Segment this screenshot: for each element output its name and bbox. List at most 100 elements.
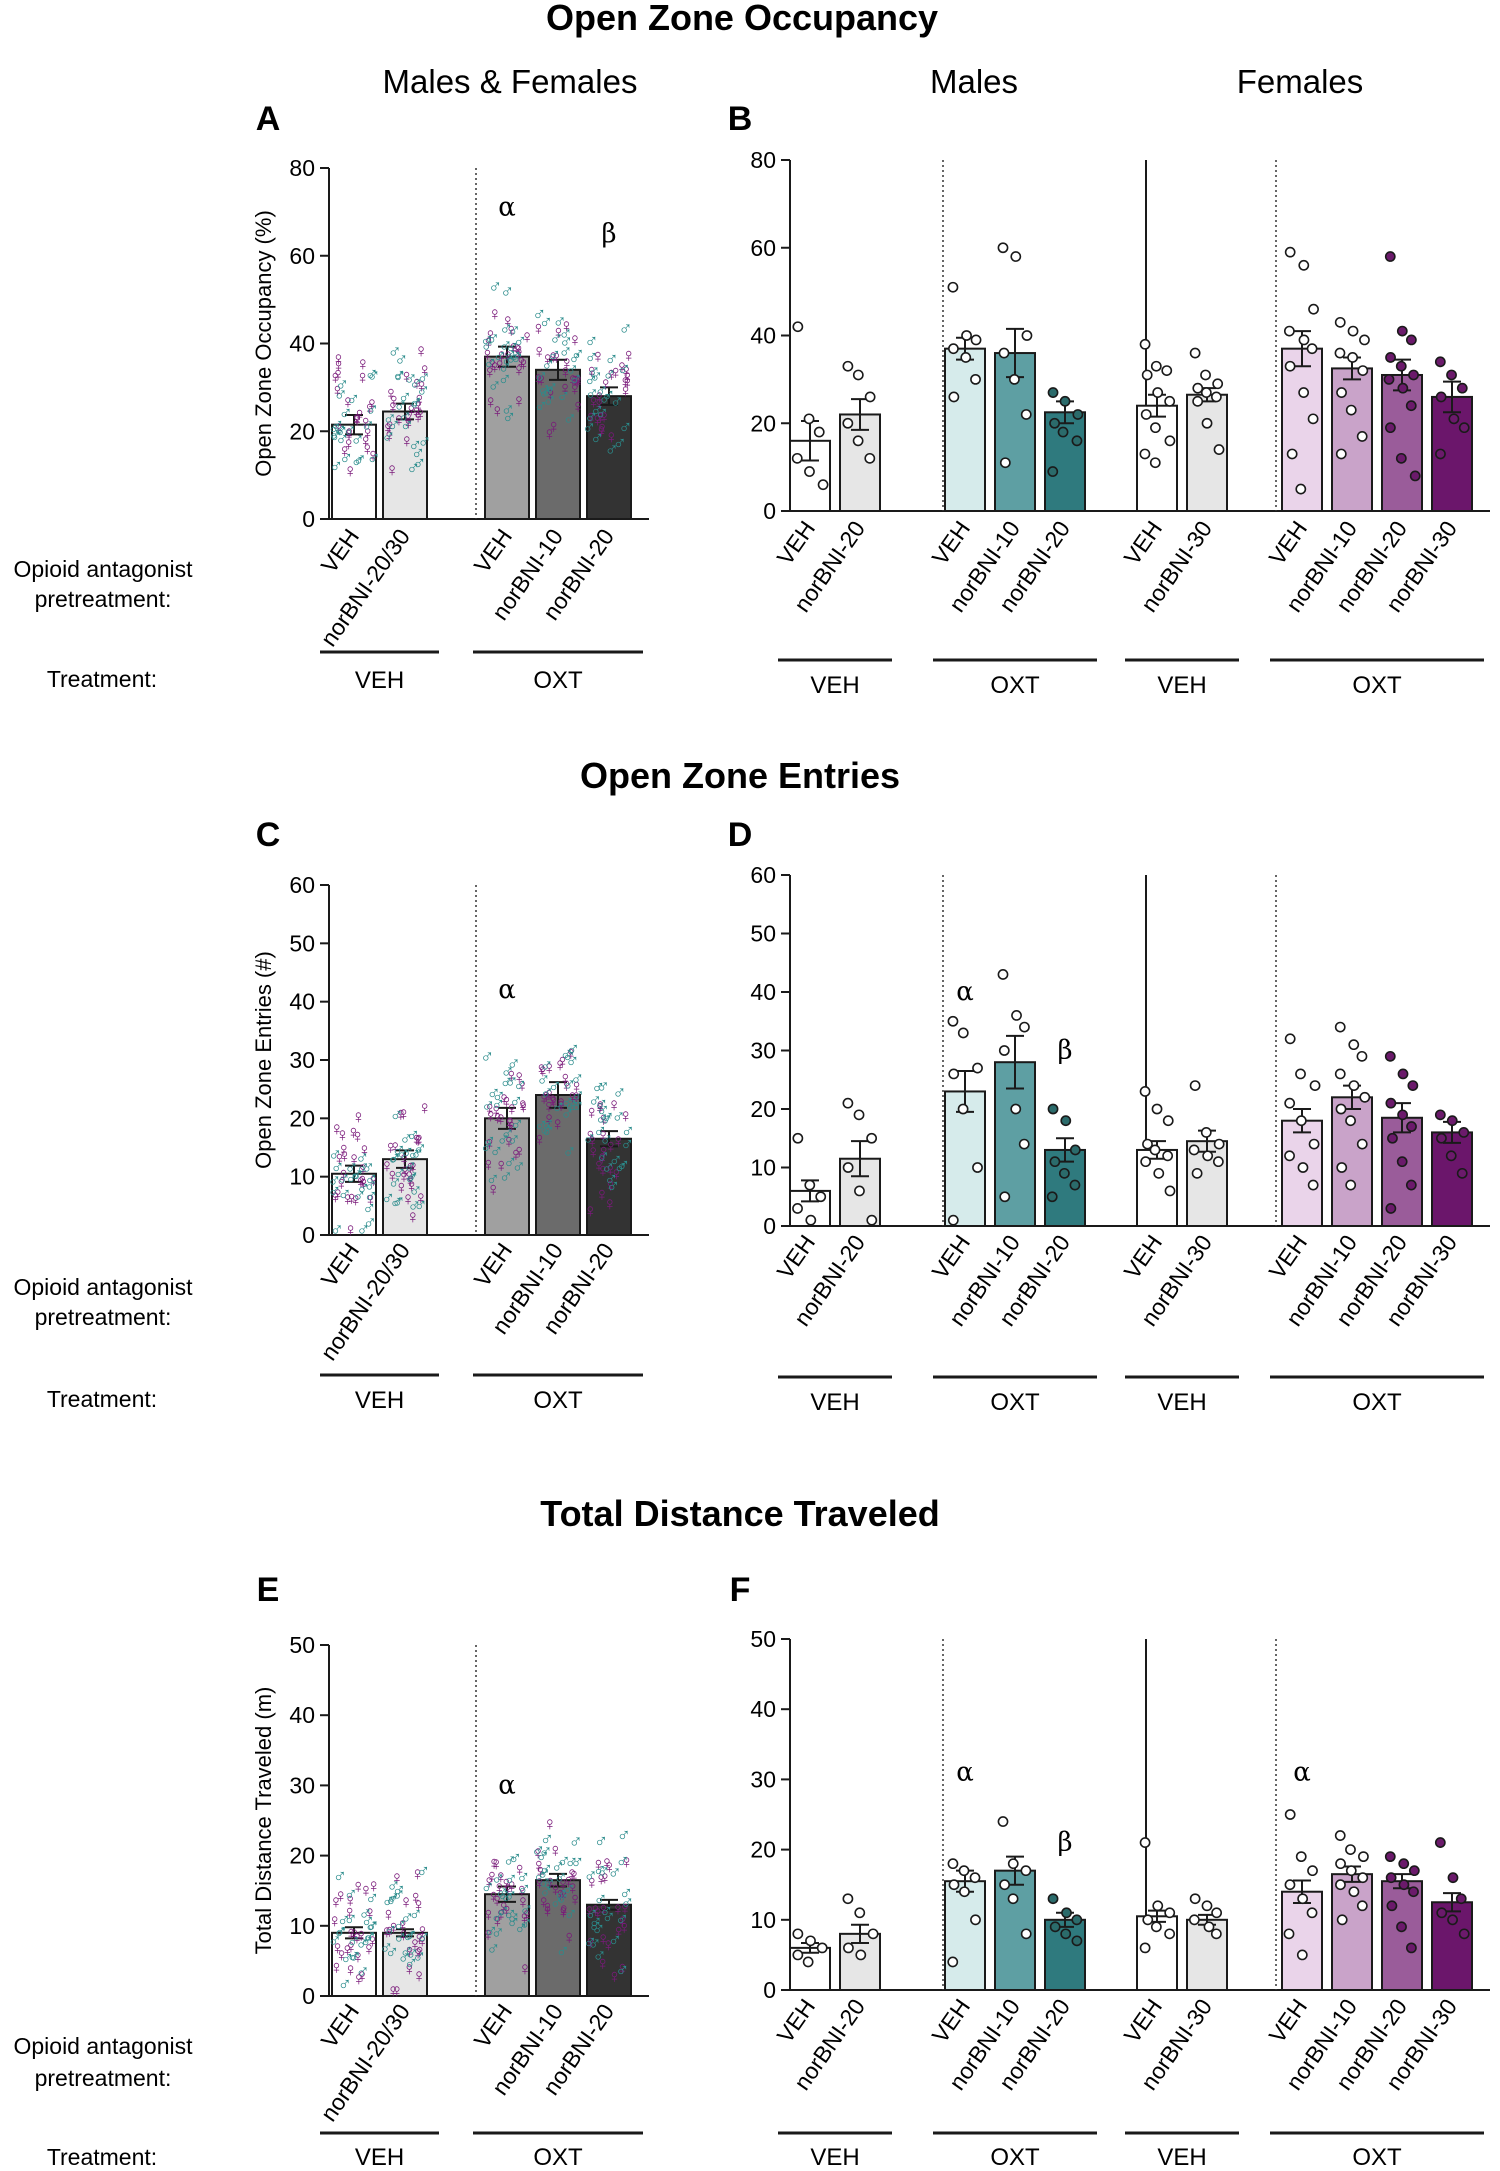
point-male-symbol: ♂ (409, 374, 423, 395)
x-tick-label: VEH (1264, 1994, 1312, 2048)
point-female-symbol: ♀ (596, 1161, 610, 1182)
point-male-symbol: ♂ (406, 1125, 420, 1146)
point-male-symbol: ♂ (557, 1852, 571, 1873)
point-female-symbol: ♀ (592, 394, 606, 415)
bar-D-7 (1281, 1119, 1323, 1227)
point-male-symbol: ♂ (350, 430, 364, 451)
point-male-symbol: ♂ (566, 1097, 580, 1118)
data-point (1060, 1928, 1072, 1940)
pretreatment-label-line2: pretreatment: (35, 2065, 172, 2091)
y-tick-label: 40 (289, 331, 315, 357)
treatment-group-label: OXT (533, 667, 583, 694)
data-point (1189, 1080, 1201, 1091)
panel-E: E 0 10 20 30 40 50 Total Distance Traveled (m) ♀… (251, 1571, 649, 2171)
point-female-symbol: ♀ (607, 1095, 621, 1116)
point-female-symbol: ♀ (619, 361, 633, 382)
data-point (1398, 1858, 1410, 1870)
bar-C-2 (484, 1117, 530, 1237)
point-female-symbol: ♀ (401, 1189, 415, 1210)
point-female-symbol: ♀ (593, 1098, 607, 1119)
data-point (1448, 413, 1460, 425)
point-male-symbol: ♂ (583, 1866, 597, 1887)
point-male-symbol: ♂ (604, 1169, 618, 1190)
data-point (1284, 1879, 1296, 1891)
point-female-symbol: ♀ (548, 1879, 562, 1900)
point-female-symbol: ♀ (569, 1087, 583, 1108)
data-point (1152, 387, 1164, 398)
point-female-symbol: ♀ (615, 1959, 629, 1980)
data-point (1142, 1914, 1154, 1926)
point-male-symbol: ♂ (406, 458, 420, 479)
point-female-symbol: ♀ (396, 1915, 410, 1936)
point-female-symbol: ♀ (595, 1148, 609, 1169)
point-female-symbol: ♀ (504, 321, 518, 342)
data-point (1142, 1138, 1153, 1150)
point-female-symbol: ♀ (568, 1889, 582, 1910)
bar-C-3 (535, 1094, 581, 1236)
point-female-symbol: ♀ (560, 353, 574, 374)
point-female-symbol: ♀ (516, 1892, 530, 1913)
point-male-symbol: ♂ (330, 1220, 344, 1241)
point-female-symbol: ♀ (608, 362, 622, 383)
point-male-symbol: ♂ (595, 1109, 609, 1130)
point-female-symbol: ♀ (603, 1194, 617, 1215)
point-male-symbol: ♂ (510, 348, 524, 369)
data-point (1347, 352, 1359, 363)
point-female-symbol: ♀ (500, 1901, 514, 1922)
data-point (1358, 1851, 1369, 1863)
point-female-symbol: ♀ (551, 322, 565, 343)
x-tick-label: VEH (772, 1230, 820, 1284)
point-male-symbol: ♂ (348, 1947, 362, 1968)
point-female-symbol: ♀ (344, 1937, 358, 1958)
data-point (1345, 1179, 1357, 1191)
point-female-symbol: ♀ (512, 391, 526, 412)
data-point (1436, 1132, 1447, 1144)
point-female-symbol: ♀ (546, 347, 560, 368)
data-point (1200, 369, 1211, 381)
y-tick-label: 10 (289, 1913, 315, 1939)
point-female-symbol: ♀ (533, 1861, 547, 1882)
point-male-symbol: ♂ (541, 1121, 555, 1142)
point-male-symbol: ♂ (361, 416, 375, 437)
section-title-distance: Total Distance Traveled (540, 1493, 939, 1534)
data-point (866, 1132, 878, 1144)
point-female-symbol: ♀ (571, 370, 585, 391)
point-female-symbol: ♀ (486, 1886, 500, 1907)
point-male-symbol: ♂ (517, 1880, 531, 1901)
point-female-symbol: ♀ (330, 381, 344, 402)
data-point (805, 1214, 817, 1226)
point-male-symbol: ♂ (540, 1114, 554, 1135)
point-female-symbol: ♀ (411, 1943, 425, 1964)
x-tick-label: VEH (1119, 1994, 1167, 2048)
data-point (1139, 448, 1151, 460)
treatment-group-label: OXT (990, 672, 1040, 699)
point-female-symbol: ♀ (592, 387, 606, 408)
data-point (972, 1062, 983, 1074)
data-point (1057, 426, 1069, 438)
data-point (1020, 409, 1032, 420)
point-female-symbol: ♀ (350, 410, 364, 431)
point-male-symbol: ♂ (404, 1926, 418, 1947)
point-male-symbol: ♂ (391, 1885, 405, 1906)
point-male-symbol: ♂ (392, 366, 406, 387)
point-male-symbol: ♂ (407, 1145, 421, 1166)
point-female-symbol: ♀ (588, 1900, 602, 1921)
point-female-symbol: ♀ (355, 1170, 369, 1191)
data-point (855, 1949, 867, 1961)
point-female-symbol: ♀ (365, 394, 379, 415)
point-male-symbol: ♂ (362, 1199, 376, 1220)
point-female-symbol: ♀ (331, 1184, 345, 1205)
point-female-symbol: ♀ (396, 1104, 410, 1125)
data-point (960, 352, 972, 363)
data-point (1150, 360, 1162, 372)
data-point (852, 369, 864, 381)
point-male-symbol: ♂ (391, 1192, 405, 1213)
point-male-symbol: ♂ (584, 371, 598, 392)
point-female-symbol: ♀ (408, 1934, 422, 1955)
point-male-symbol: ♂ (539, 312, 553, 333)
point-female-symbol: ♀ (340, 1940, 354, 1961)
point-male-symbol: ♂ (582, 418, 596, 439)
data-point (997, 242, 1009, 254)
point-male-symbol: ♂ (604, 349, 618, 370)
x-tick-label: VEH (927, 1230, 975, 1284)
